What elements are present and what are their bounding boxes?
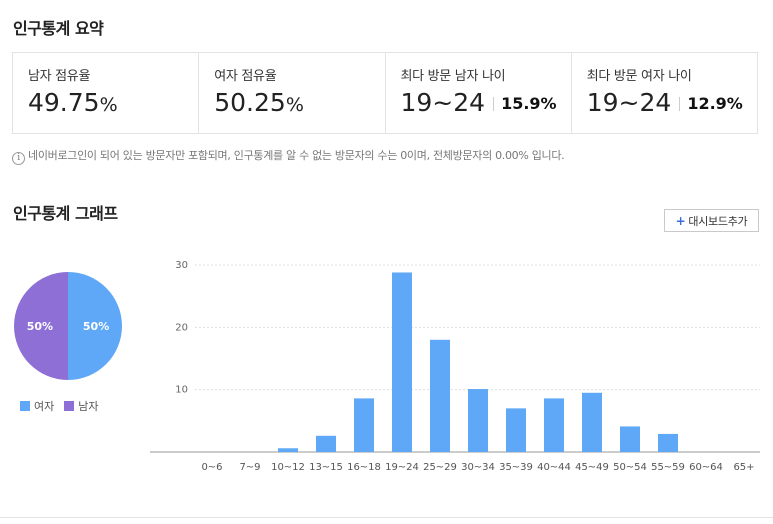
card-value-number: 19~24 <box>400 88 486 117</box>
card-label: 최다 방문 여자 나이 <box>586 69 692 84</box>
bottom-divider <box>0 517 773 518</box>
bar-45~49 <box>582 392 602 452</box>
x-tick-label: 25~29 <box>423 462 457 473</box>
x-tick-label: 13~15 <box>309 462 343 473</box>
bar-40~44 <box>544 398 564 452</box>
legend-swatch-female <box>20 401 30 411</box>
card-value: 49.75% <box>28 88 198 117</box>
x-tick-label: 16~18 <box>347 462 381 473</box>
x-tick-label: 0~6 <box>201 462 222 473</box>
notice-text: 네이버로그인이 되어 있는 방문자만 포함되며, 인구통계를 알 수 없는 방문… <box>28 149 565 162</box>
y-tick-label: 20 <box>175 322 188 333</box>
add-dashboard-button[interactable]: + 대시보드추가 <box>664 209 759 232</box>
pie-slice-label: 50% <box>83 320 109 333</box>
card-share: 12.9% <box>687 94 743 113</box>
x-tick-label: 55~59 <box>651 462 685 473</box>
top-male-age-card: 최다 방문 남자 나이 19~24 15.9% <box>386 53 572 133</box>
pie-slice-male <box>14 272 68 380</box>
x-tick-label: 60~64 <box>689 462 723 473</box>
legend-label: 여자 <box>34 400 55 413</box>
card-value: 19~24 12.9% <box>587 88 757 117</box>
top-female-age-card: 최다 방문 여자 나이 19~24 12.9% <box>572 53 757 133</box>
x-tick-label: 35~39 <box>499 462 533 473</box>
card-value: 19~24 15.9% <box>401 88 571 117</box>
card-value-number: 49.75 <box>28 88 100 117</box>
legend-swatch-male <box>64 401 75 411</box>
female-share-card: 여자 점유율 50.25% <box>199 53 386 133</box>
bar-10~12 <box>278 448 298 452</box>
legend-item-female: 여자 <box>20 398 54 414</box>
info-icon: i <box>12 152 25 165</box>
card-label: 여자 점유율 <box>214 69 277 84</box>
card-share: 15.9% <box>501 94 557 113</box>
x-tick-label: 65+ <box>733 462 754 473</box>
x-tick-label: 30~34 <box>461 462 495 473</box>
x-tick-label: 7~9 <box>239 462 260 473</box>
bar-50~54 <box>620 426 640 452</box>
divider <box>679 97 681 111</box>
notice: i 네이버로그인이 되어 있는 방문자만 포함되며, 인구통계를 알 수 없는 방… <box>12 147 565 165</box>
legend-label: 남자 <box>78 400 99 413</box>
gender-pie-chart: 50% 50% <box>14 272 122 380</box>
pie-legend: 여자 남자 <box>20 398 99 414</box>
card-label: 최다 방문 남자 나이 <box>400 69 506 84</box>
card-value-unit: % <box>99 94 118 116</box>
y-tick-label: 30 <box>175 260 188 271</box>
card-value-number: 50.25 <box>214 88 286 117</box>
bar-35~39 <box>506 408 526 452</box>
bar-55~59 <box>658 433 678 452</box>
pie-slice-female <box>68 272 122 380</box>
summary-box: 남자 점유율 49.75% 여자 점유율 50.25% 최다 방문 남자 나이 … <box>12 52 758 134</box>
pie-slice-label: 50% <box>27 320 53 333</box>
card-value: 50.25% <box>214 88 384 117</box>
male-share-card: 남자 점유율 49.75% <box>13 53 200 133</box>
y-tick-label: 10 <box>175 385 188 396</box>
x-tick-label: 19~24 <box>385 462 419 473</box>
summary-title: 인구통계 요약 <box>13 19 104 38</box>
plus-icon: + <box>675 213 686 228</box>
card-value-unit: % <box>285 94 304 116</box>
legend-item-male: 남자 <box>64 398 99 414</box>
x-tick-label: 50~54 <box>613 462 647 473</box>
bar-13~15 <box>316 435 336 452</box>
bar-25~29 <box>430 339 450 452</box>
bar-16~18 <box>354 398 374 452</box>
x-tick-label: 10~12 <box>271 462 305 473</box>
bar-30~34 <box>468 389 488 452</box>
x-tick-label: 45~49 <box>575 462 609 473</box>
bar-19~24 <box>392 272 412 452</box>
x-tick-label: 40~44 <box>537 462 571 473</box>
card-label: 남자 점유율 <box>28 69 91 84</box>
card-value-number: 19~24 <box>586 88 672 117</box>
divider <box>493 97 495 111</box>
graph-title: 인구통계 그래프 <box>13 204 118 223</box>
age-bar-chart: 10 20 30 0~6 7~9 10~12 13~15 16~18 19~24 25~29 30~… <box>150 260 760 473</box>
add-dashboard-label: 대시보드추가 <box>688 214 748 228</box>
